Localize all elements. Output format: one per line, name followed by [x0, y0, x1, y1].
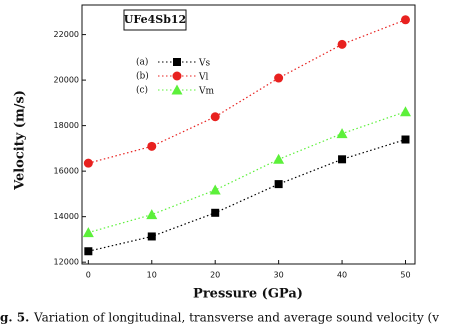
x-tick-label: 10 — [147, 271, 157, 280]
legend-name: Vl — [198, 73, 208, 83]
marker — [337, 39, 347, 49]
y-tick-label: 16000 — [54, 167, 79, 176]
marker — [146, 209, 158, 220]
marker — [274, 180, 283, 189]
marker — [84, 247, 93, 256]
y-tick-label: 12000 — [54, 258, 79, 267]
marker — [209, 184, 221, 195]
marker — [211, 208, 220, 217]
marker — [147, 141, 157, 151]
marker — [336, 128, 348, 139]
marker — [83, 158, 93, 168]
marker — [173, 58, 181, 66]
x-tick-label: 40 — [337, 271, 347, 280]
caption-prefix: g. 5. — [0, 311, 29, 325]
y-tick-label: 18000 — [54, 121, 79, 130]
marker — [338, 155, 347, 164]
marker — [82, 227, 94, 238]
marker — [171, 84, 183, 95]
legend-label: (b) — [136, 71, 149, 82]
series-line — [88, 111, 406, 234]
marker — [147, 232, 156, 241]
y-axis-title: Velocity (m/s) — [13, 90, 28, 191]
plot-frame — [81, 4, 416, 265]
x-tick-label: 20 — [210, 271, 220, 280]
marker — [399, 106, 411, 117]
marker — [400, 15, 410, 25]
marker — [274, 73, 284, 83]
formula: UFe4Sb12 — [124, 13, 186, 26]
x-tick-label: 30 — [274, 271, 284, 280]
series-line — [88, 138, 406, 252]
caption: Variation of longitudinal, transverse an… — [33, 311, 439, 325]
marker — [210, 112, 220, 122]
x-axis-title: Pressure (GPa) — [193, 287, 303, 302]
y-tick-label: 20000 — [54, 76, 79, 85]
y-tick-label: 14000 — [54, 212, 79, 221]
series-line — [88, 19, 406, 164]
marker — [401, 135, 410, 144]
x-tick-label: 50 — [400, 271, 410, 280]
marker — [172, 71, 182, 81]
marker — [273, 153, 285, 164]
legend-label: (a) — [136, 57, 148, 68]
legend-name: Vs — [198, 59, 210, 69]
y-tick-label: 22000 — [54, 30, 79, 39]
legend-label: (c) — [136, 85, 148, 96]
legend-name: Vm — [198, 87, 214, 97]
formula-box — [123, 9, 187, 31]
x-tick-label: 0 — [86, 271, 91, 280]
